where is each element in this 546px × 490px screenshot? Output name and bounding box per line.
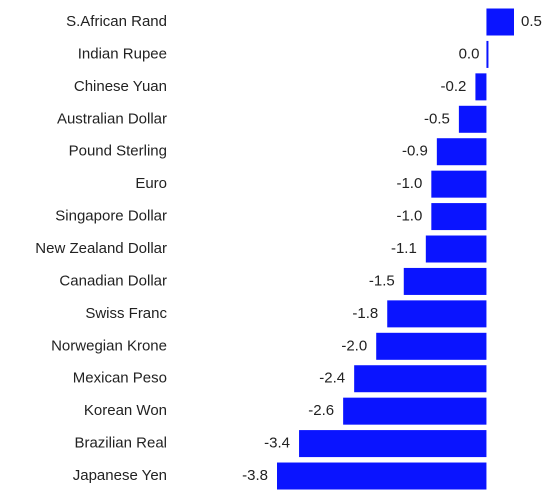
category-label: Korean Won [84,402,167,419]
value-label: -2.6 [308,402,334,419]
bar [387,300,487,328]
category-label: S.African Rand [66,13,167,30]
value-label: -3.8 [242,467,268,484]
bar [403,267,487,295]
category-label: Pound Sterling [69,143,167,160]
value-label: 0.5 [521,13,542,30]
bar [299,430,487,458]
bar [486,8,514,36]
category-label: New Zealand Dollar [35,240,167,257]
value-label: -3.4 [264,435,290,452]
category-label: Chinese Yuan [74,78,167,95]
value-label: -0.9 [402,143,428,160]
value-label: -0.5 [424,110,450,127]
value-label: -1.8 [352,305,378,322]
value-label: -1.5 [369,272,395,289]
category-label: Euro [135,175,167,192]
category-label: Mexican Peso [73,370,167,387]
bar [486,40,489,68]
bar [343,397,487,425]
value-label: -0.2 [441,78,467,95]
category-label: Brazilian Real [74,435,167,452]
category-label: Swiss Franc [85,305,167,322]
bar [436,138,487,166]
bar [354,365,487,393]
bar [425,235,487,263]
category-label: Japanese Yen [73,467,167,484]
value-label: -2.4 [319,370,345,387]
category-label: Singapore Dollar [55,208,167,225]
value-label: -1.1 [391,240,417,257]
category-label: Indian Rupee [78,45,167,62]
category-label: Canadian Dollar [59,272,167,289]
category-label: Norwegian Krone [51,337,167,354]
bar [431,170,487,198]
value-label: -1.0 [396,208,422,225]
bar [376,332,487,360]
bar [458,105,487,133]
value-label: -1.0 [396,175,422,192]
value-label: -2.0 [341,337,367,354]
bar [277,462,487,490]
bar [431,203,487,231]
value-label: 0.0 [459,45,480,62]
category-label: Australian Dollar [57,110,167,127]
bar [475,73,487,101]
